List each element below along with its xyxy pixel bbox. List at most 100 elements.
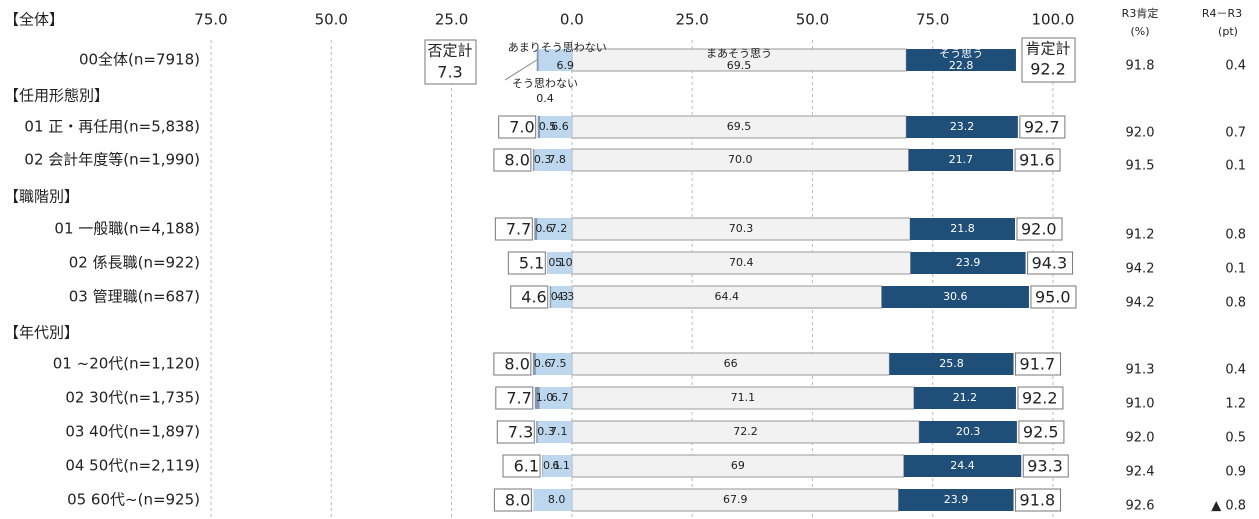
r3-value: 92.6 bbox=[1126, 499, 1155, 514]
value-label: 71.1 bbox=[731, 391, 756, 404]
value-label: 23.9 bbox=[944, 493, 969, 506]
total-value: 7.3 bbox=[508, 423, 533, 442]
value-label: 6.6 bbox=[551, 120, 569, 133]
value-label: 67.9 bbox=[723, 493, 748, 506]
diff-value: 0.1 bbox=[1225, 262, 1246, 277]
bar-segment bbox=[906, 49, 1016, 71]
total-value: 93.3 bbox=[1027, 457, 1063, 476]
total-value: 91.7 bbox=[1020, 355, 1056, 374]
bar-segment bbox=[539, 387, 572, 409]
legend-label: あまりそう思わない bbox=[508, 41, 607, 54]
diff-unit: (pt) bbox=[1218, 25, 1238, 38]
value-label: 23.2 bbox=[950, 120, 975, 133]
bar-segment bbox=[535, 353, 572, 375]
total-value: 91.8 bbox=[1020, 491, 1056, 510]
bar-segment bbox=[533, 489, 572, 511]
total-box bbox=[1015, 352, 1062, 376]
x-tick-label: 75.0 bbox=[916, 11, 949, 29]
bar-segment bbox=[534, 218, 538, 240]
leader-line bbox=[504, 59, 538, 81]
value-label: 70.0 bbox=[728, 153, 753, 166]
value-label: 23.9 bbox=[956, 256, 981, 269]
r3-value: 92.0 bbox=[1126, 431, 1155, 446]
value-label: 7.8 bbox=[548, 153, 566, 166]
value-label: 6.9 bbox=[557, 59, 575, 72]
total-box bbox=[493, 148, 532, 172]
value-label: 21.2 bbox=[953, 391, 978, 404]
total-value: 7.3 bbox=[437, 63, 462, 82]
bar-segment bbox=[551, 286, 572, 308]
diff-value: ▲ 0.8 bbox=[1211, 499, 1246, 514]
value-label: 1.0 bbox=[536, 391, 554, 404]
bar-segment bbox=[537, 116, 541, 138]
total-box bbox=[1017, 386, 1064, 410]
group-label: 【年代別】 bbox=[4, 324, 79, 342]
total-value: 92.2 bbox=[1030, 60, 1066, 79]
x-tick-label: 0.0 bbox=[560, 11, 584, 29]
value-label: 21.7 bbox=[949, 153, 974, 166]
value-label: 24.4 bbox=[950, 459, 975, 472]
total-box bbox=[1019, 115, 1066, 139]
total-value: 5.1 bbox=[519, 254, 544, 273]
diff-value: 0.9 bbox=[1225, 465, 1246, 480]
bar-segment bbox=[910, 252, 1026, 274]
category-label: 03 40代(n=1,897) bbox=[65, 423, 200, 441]
total-box bbox=[502, 454, 541, 478]
group-label: 【職階別】 bbox=[4, 188, 79, 206]
total-value: 92.5 bbox=[1023, 423, 1059, 442]
bar-segment bbox=[547, 252, 572, 274]
value-label: 22.8 bbox=[949, 59, 974, 72]
total-box bbox=[1022, 454, 1069, 478]
total-box bbox=[495, 386, 534, 410]
category-label: 04 50代(n=2,119) bbox=[65, 457, 200, 475]
category-label: 01 一般職(n=4,188) bbox=[54, 220, 200, 238]
value-label: 0.1 bbox=[543, 459, 561, 472]
total-box bbox=[424, 39, 477, 85]
total-box bbox=[1014, 148, 1061, 172]
value-label: 6.1 bbox=[552, 459, 570, 472]
value-label: 25.8 bbox=[939, 357, 964, 370]
legend-label: そう思う bbox=[939, 47, 983, 60]
category-label: 01 正・再任用(n=5,838) bbox=[24, 118, 200, 136]
value-label: 4.3 bbox=[557, 290, 575, 303]
bar-segment bbox=[536, 49, 539, 71]
total-box bbox=[493, 352, 532, 376]
bar-segment bbox=[534, 387, 540, 409]
diff-value: 0.4 bbox=[1225, 59, 1246, 74]
value-label: 70.4 bbox=[729, 256, 754, 269]
total-value: 94.3 bbox=[1032, 254, 1068, 273]
r3-header: R3肯定 bbox=[1122, 6, 1159, 20]
total-box bbox=[496, 420, 535, 444]
total-value: 8.0 bbox=[505, 491, 530, 510]
value-label: 7.2 bbox=[550, 222, 568, 235]
value-label: 20.3 bbox=[956, 425, 981, 438]
x-tick-label: 25.0 bbox=[435, 11, 468, 29]
value-label: 66 bbox=[724, 357, 738, 370]
bar-segment bbox=[919, 421, 1017, 443]
group-label: 【任用形態別】 bbox=[4, 87, 109, 105]
total-value: 91.6 bbox=[1019, 151, 1055, 170]
x-tick-label: 25.0 bbox=[675, 11, 708, 29]
category-label: 02 係長職(n=922) bbox=[69, 254, 200, 272]
total-box bbox=[493, 488, 532, 512]
x-tick-label: 75.0 bbox=[194, 11, 227, 29]
total-title: 否定計 bbox=[427, 42, 472, 60]
total-value: 92.2 bbox=[1022, 389, 1058, 408]
diff-value: 0.1 bbox=[1225, 159, 1246, 174]
bar-segment bbox=[906, 116, 1018, 138]
x-tick-label: 50.0 bbox=[315, 11, 348, 29]
total-value: 92.0 bbox=[1021, 220, 1057, 239]
value-label: 0.3 bbox=[534, 153, 552, 166]
total-box bbox=[507, 251, 546, 275]
r3-value: 94.2 bbox=[1126, 262, 1155, 277]
value-label: 5.0 bbox=[555, 256, 573, 269]
x-tick-label: 50.0 bbox=[796, 11, 829, 29]
value-label: 64.4 bbox=[715, 290, 740, 303]
total-value: 95.0 bbox=[1035, 288, 1071, 307]
diff-header: R4－R3 bbox=[1202, 7, 1242, 20]
value-label: 0.6 bbox=[535, 222, 553, 235]
r3-value: 91.3 bbox=[1126, 363, 1155, 378]
bar-segment bbox=[536, 421, 538, 443]
total-value: 92.7 bbox=[1024, 118, 1060, 137]
